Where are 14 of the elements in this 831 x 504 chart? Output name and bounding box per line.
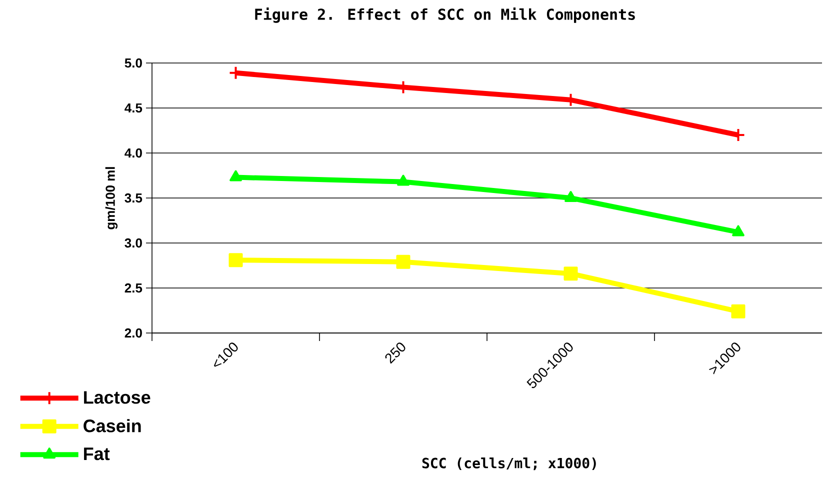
- y-tick-label: 2.5: [124, 283, 142, 293]
- y-tick-label: 5.0: [124, 58, 142, 68]
- chart-title: Figure 2. Effect of SCC on Milk Components: [255, 8, 635, 23]
- x-axis-title: SCC (cells/ml; x1000): [422, 458, 596, 470]
- y-axis-title: gm/100 ml: [105, 167, 118, 230]
- legend-label: Lactose: [84, 391, 150, 404]
- y-tick-label: 3.5: [124, 193, 142, 203]
- x-tick-label: 250: [385, 342, 406, 364]
- legend-label: Fat: [84, 448, 110, 460]
- legend-label: Casein: [84, 419, 141, 432]
- y-tick-label: 3.0: [124, 238, 142, 248]
- y-tick-label: 4.0: [124, 148, 142, 158]
- y-tick-label: 2.0: [124, 328, 142, 338]
- y-tick-label: 4.5: [124, 103, 142, 113]
